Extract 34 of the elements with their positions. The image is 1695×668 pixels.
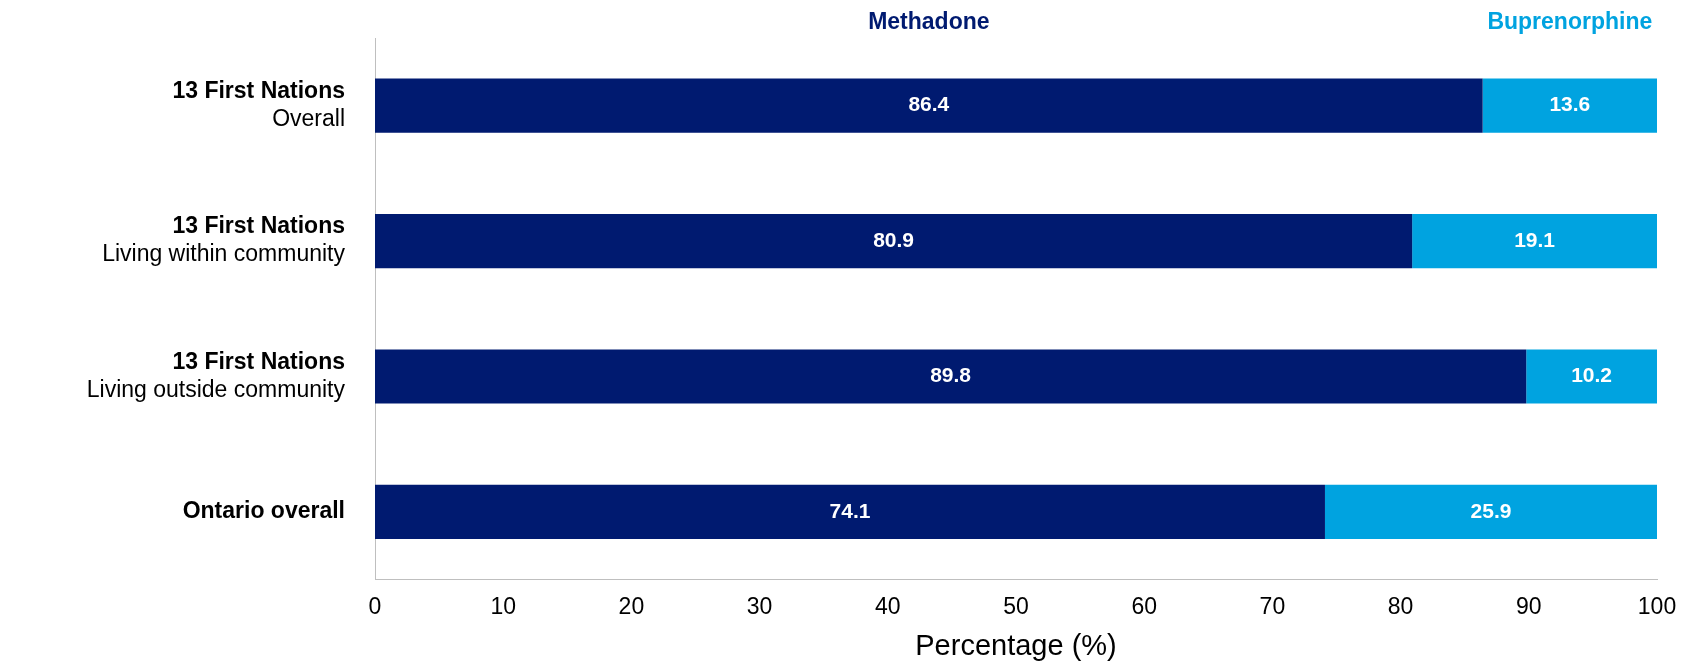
bar (375, 484, 1325, 539)
bar (1482, 78, 1657, 133)
x-tick-label: 10 (490, 592, 516, 619)
x-tick-label: 30 (746, 592, 773, 619)
data-label: 25.9 (1470, 498, 1512, 522)
x-tick-label: 80 (1387, 592, 1414, 619)
x-tick-label: 70 (1259, 592, 1286, 619)
y-tick-label: 13 First Nations Living within community (102, 212, 346, 267)
bar (1412, 214, 1657, 269)
series-label: Methadone (868, 8, 990, 35)
bar (375, 214, 1413, 269)
data-label: 86.4 (908, 92, 950, 116)
data-label: 19.1 (1514, 227, 1556, 251)
data-label: 10.2 (1571, 363, 1613, 387)
x-tick-label: 60 (1131, 592, 1157, 619)
bar (1324, 484, 1657, 539)
x-axis-title: Percentage (%) (915, 628, 1117, 661)
data-label: 74.1 (829, 498, 871, 522)
bar (1526, 349, 1657, 404)
x-tick-label: 50 (1003, 592, 1029, 619)
x-tick-label: 40 (875, 592, 901, 619)
x-tick-label: 90 (1516, 592, 1542, 619)
data-label: 80.9 (873, 227, 915, 251)
y-tick-label: 13 First Nations Overall (172, 77, 345, 132)
y-tick-label: 13 First Nations Living outside community (86, 347, 346, 402)
bar (375, 78, 1483, 133)
x-tick-label: 20 (618, 592, 645, 619)
data-label: 89.8 (930, 363, 972, 387)
bar (375, 349, 1527, 404)
x-tick-label: 100 (1637, 592, 1677, 619)
y-tick-label: Ontario overall (182, 497, 345, 524)
data-label: 13.6 (1549, 92, 1591, 116)
series-label: Buprenorphine (1487, 8, 1653, 35)
x-tick-label: 0 (368, 592, 382, 619)
